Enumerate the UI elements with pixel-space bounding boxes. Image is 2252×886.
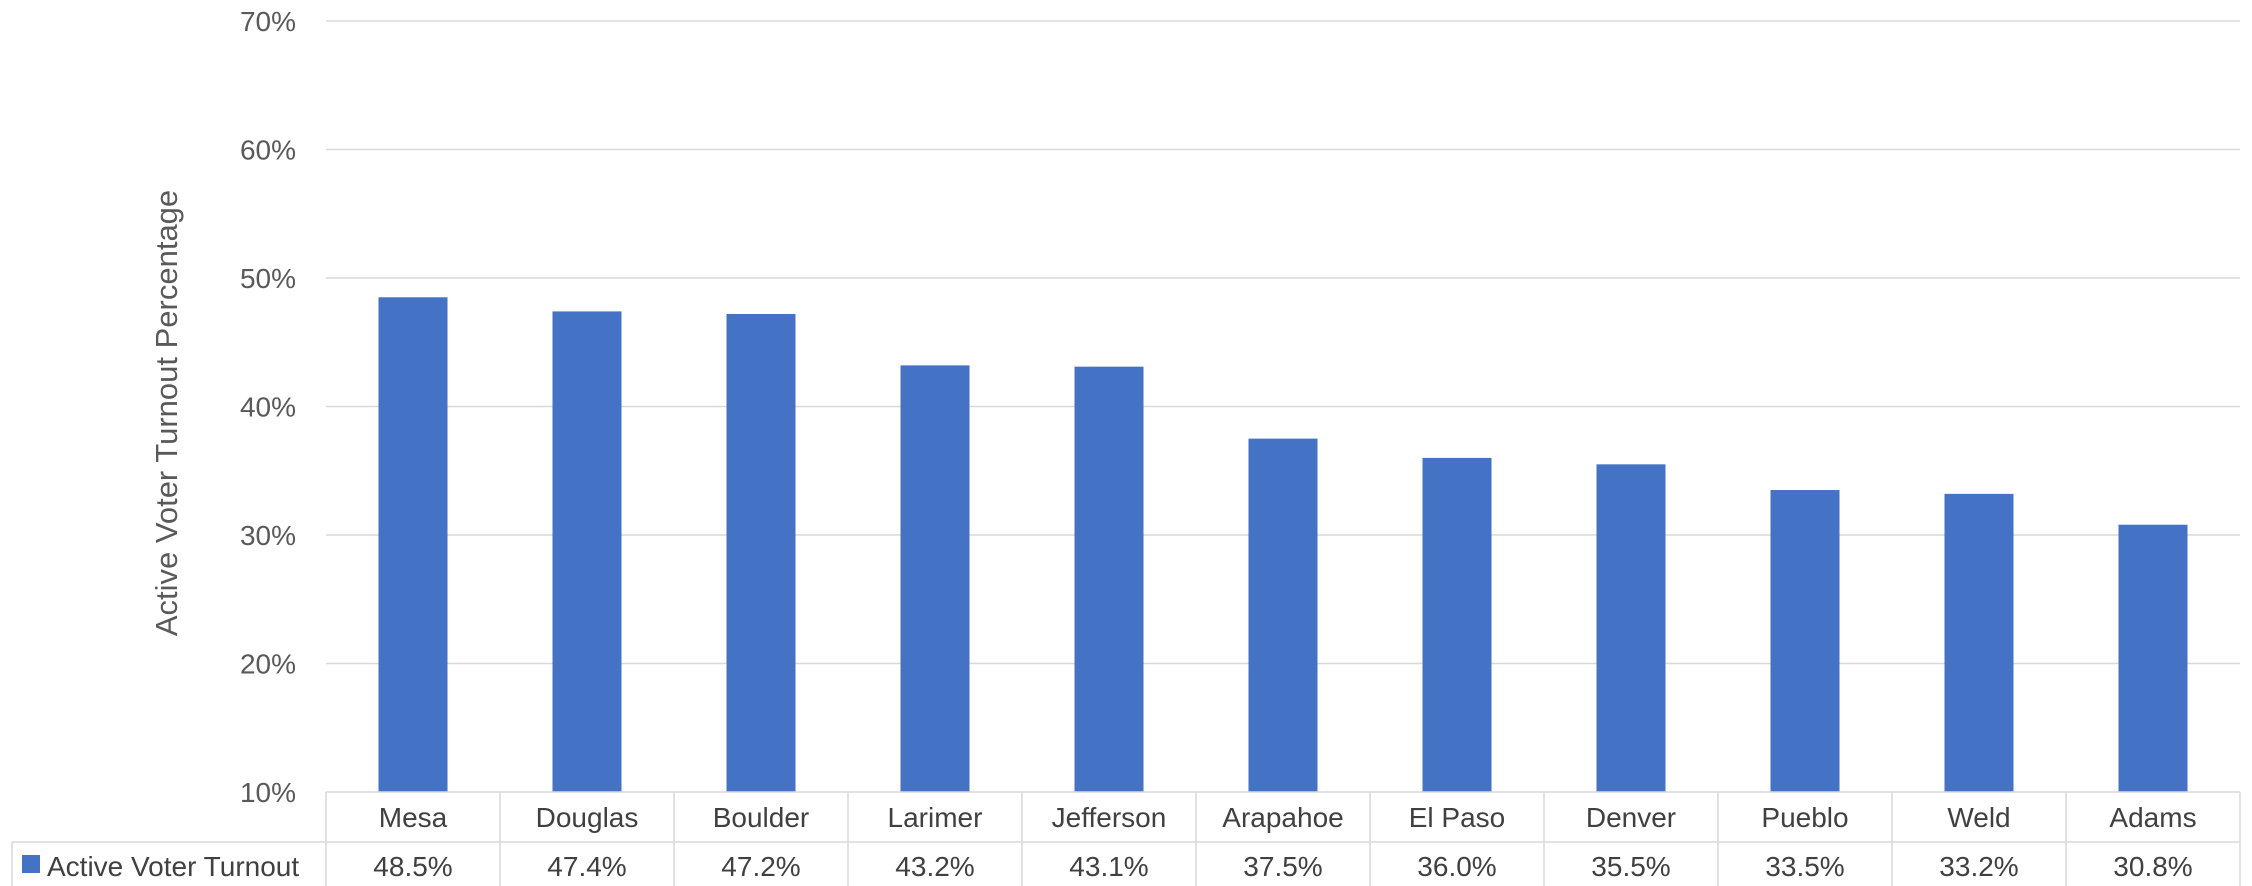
data-table-value: 33.2% xyxy=(1939,851,2018,882)
y-tick-label: 40% xyxy=(240,392,296,423)
bars xyxy=(378,297,2188,792)
data-table: Mesa 48.5% Douglas 47.4% Boulder 47.2% Larimer… xyxy=(11,791,2241,886)
bar-boulder xyxy=(726,313,796,792)
data-table-value: 43.2% xyxy=(895,851,974,882)
category-label: Denver xyxy=(1586,802,1676,833)
category-label: Douglas xyxy=(536,802,639,833)
category-label: Adams xyxy=(2109,802,2196,833)
legend-swatch xyxy=(22,855,40,873)
data-table-value: 30.8% xyxy=(2113,851,2192,882)
y-tick-label: 20% xyxy=(240,649,296,680)
bar-weld xyxy=(1944,493,2014,792)
bar-pueblo xyxy=(1770,490,1840,792)
bar-adams xyxy=(2118,524,2188,792)
bar-larimer xyxy=(900,365,970,792)
category-label: Weld xyxy=(1947,802,2010,833)
category-label: Mesa xyxy=(379,802,448,833)
y-tick-label: 50% xyxy=(240,263,296,294)
data-table-value: 33.5% xyxy=(1765,851,1844,882)
category-label: Boulder xyxy=(713,802,810,833)
category-label: Jefferson xyxy=(1052,802,1167,833)
y-tick-label: 30% xyxy=(240,520,296,551)
y-axis-title: Active Voter Turnout Percentage xyxy=(149,190,184,636)
category-label: El Paso xyxy=(1409,802,1506,833)
data-table-value: 43.1% xyxy=(1069,851,1148,882)
gridlines xyxy=(326,20,2240,665)
bar-mesa xyxy=(378,297,448,792)
y-axis-tick-labels: 10% 20% 30% 40% 50% 60% 70% xyxy=(240,6,296,808)
category-label: Arapahoe xyxy=(1222,802,1343,833)
category-label: Larimer xyxy=(888,802,983,833)
bar-douglas xyxy=(552,311,622,792)
bar-el-paso xyxy=(1422,457,1492,792)
category-label: Pueblo xyxy=(1761,802,1848,833)
data-table-value: 47.2% xyxy=(721,851,800,882)
data-table-value: 35.5% xyxy=(1591,851,1670,882)
data-table-value: 47.4% xyxy=(547,851,626,882)
data-table-value: 36.0% xyxy=(1417,851,1496,882)
legend-series-label: Active Voter Turnout xyxy=(47,851,299,882)
bar-denver xyxy=(1596,464,1666,792)
y-tick-label: 60% xyxy=(240,135,296,166)
data-table-value: 48.5% xyxy=(373,851,452,882)
data-table-value: 37.5% xyxy=(1243,851,1322,882)
bar-arapahoe xyxy=(1248,438,1318,792)
y-tick-label: 10% xyxy=(240,777,296,808)
bar-jefferson xyxy=(1074,366,1144,792)
y-tick-label: 70% xyxy=(240,6,296,37)
